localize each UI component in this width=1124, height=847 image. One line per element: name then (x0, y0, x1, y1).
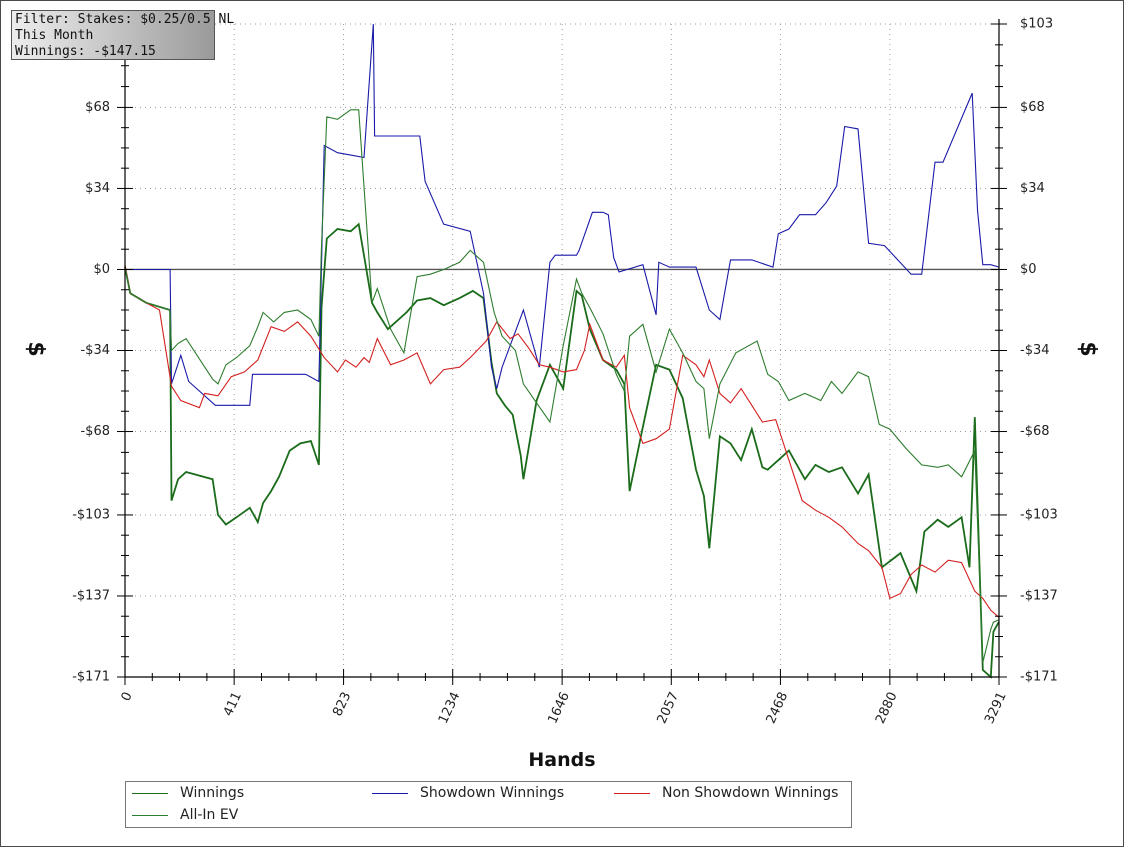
legend-swatch-non-showdown-winnings (614, 792, 650, 794)
y-tick-label-right: $68 (1020, 100, 1045, 115)
y-tick-label-left: -$68 (80, 424, 110, 439)
series-layer (124, 23, 1000, 679)
y-tick-label-left: $0 (93, 262, 110, 277)
x-tick-label: 0 (119, 690, 136, 704)
x-tick-label: 2057 (654, 690, 682, 726)
y-tick-label-right: -$68 (1020, 424, 1050, 439)
x-tick-label: 823 (330, 690, 354, 719)
x-tick-label: 411 (221, 690, 245, 719)
legend-item-all-in-ev: All-In EV (132, 807, 238, 823)
filter-winnings-text: Winnings: -$147.15 (15, 44, 156, 59)
legend-label-showdown-winnings: Showdown Winnings (420, 785, 565, 801)
y-tick-label-right: $34 (1020, 181, 1045, 196)
legend-item-showdown-winnings: Showdown Winnings (372, 785, 564, 801)
legend-label-winnings: Winnings (180, 785, 245, 801)
y-tick-label-right: -$34 (1020, 343, 1050, 358)
y-tick-label-left: -$34 (80, 343, 110, 358)
y-axis-label-right: $ (1075, 341, 1100, 356)
y-tick-label-left: -$103 (72, 507, 110, 522)
x-axis-label: Hands (528, 749, 595, 771)
legend-swatch-showdown-winnings (372, 792, 408, 794)
y-tick-label-right: $103 (1020, 17, 1053, 32)
x-tick-label: 3291 (982, 690, 1010, 726)
series-non-showdown-winnings-line (124, 264, 1000, 618)
y-tick-label-left: $68 (85, 100, 110, 115)
x-tick-label: 2880 (873, 690, 901, 726)
legend-item-non-showdown-winnings: Non Showdown Winnings (614, 785, 838, 801)
series-all-in-ev-line (124, 109, 1000, 663)
series-winnings-line (124, 222, 1000, 679)
x-tick-label: 1234 (436, 690, 464, 726)
y-axis-label-left: $ (23, 341, 48, 356)
legend-label-non-showdown-winnings: Non Showdown Winnings (662, 785, 839, 801)
filter-period-text: This Month (15, 28, 94, 43)
y-tick-label-left: $34 (85, 181, 110, 196)
filter-info-box: Filter: Stakes: $0.25/0.5 NL This Month … (11, 10, 235, 60)
legend-swatch-all-in-ev (132, 814, 168, 816)
legend-swatch-winnings (132, 792, 168, 794)
legend-item-winnings: Winnings (132, 785, 244, 801)
x-tick-label: 2468 (764, 690, 792, 726)
series-showdown-winnings-line (125, 23, 1000, 406)
y-tick-label-left: -$171 (72, 670, 110, 685)
chart-legend: Winnings Showdown Winnings Non Showdown … (125, 781, 852, 828)
tick-labels: $103$103$68$68$34$34$0$0-$34-$34-$68-$68… (72, 17, 1058, 727)
legend-label-all-in-ev: All-In EV (180, 807, 239, 823)
y-tick-label-right: -$137 (1020, 588, 1058, 603)
y-tick-label-left: -$137 (72, 588, 110, 603)
filter-stakes-text: Filter: Stakes: $0.25/0.5 NL (15, 12, 235, 27)
y-tick-label-right: $0 (1020, 262, 1037, 277)
y-tick-label-right: -$171 (1020, 670, 1058, 685)
x-tick-label: 1646 (545, 690, 573, 726)
y-tick-label-right: -$103 (1020, 507, 1058, 522)
